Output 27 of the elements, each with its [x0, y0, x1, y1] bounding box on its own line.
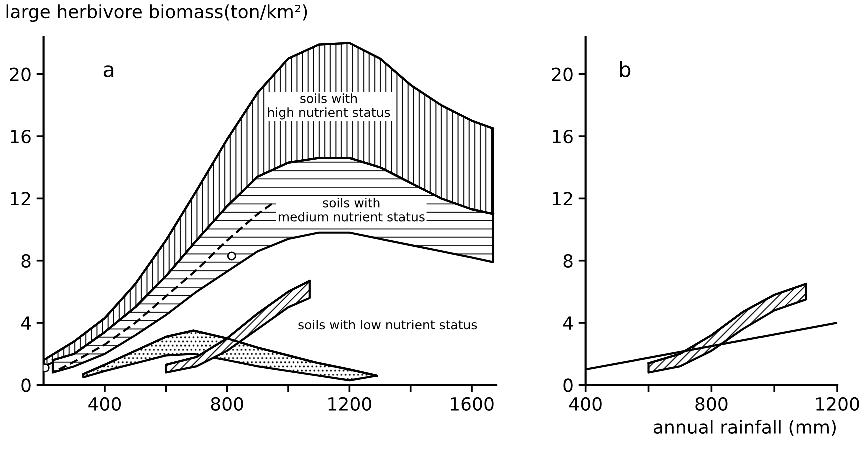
y-tick-label: 0: [22, 378, 31, 392]
y-tick-label: 20: [10, 68, 31, 82]
annotation: soils with low nutrient status: [298, 320, 478, 330]
annotation: soils with medium nutrient status: [278, 198, 425, 222]
annotation: soils with high nutrient status: [268, 94, 390, 120]
y-tick-label: 8: [22, 254, 31, 268]
x-tick-label: 1200: [328, 397, 372, 411]
x-axis-title: annual rainfall (mm): [654, 420, 836, 436]
x-tick-label: 400: [569, 397, 602, 411]
y-tick-label: 16: [553, 130, 573, 144]
x-tick-label: 800: [211, 397, 244, 411]
y-tick-label: 20: [552, 68, 573, 82]
x-tick-label: 1200: [816, 397, 859, 411]
y-tick-label: 4: [21, 316, 31, 330]
line-series: [58, 202, 274, 371]
y-tick-label: 12: [553, 192, 572, 206]
y-tick-label: 16: [11, 130, 31, 144]
y-tick-label: 8: [564, 254, 573, 268]
annotation: a: [104, 66, 114, 78]
x-tick-label: 800: [696, 397, 728, 411]
x-tick-label: 1600: [451, 397, 494, 411]
y-tick-label: 12: [11, 192, 30, 206]
x-tick-label: 400: [88, 397, 122, 411]
y-axis-title: large herbivore biomass(ton/km²): [6, 4, 308, 22]
y-tick-label: 4: [563, 316, 574, 330]
y-tick-label: 0: [564, 378, 573, 392]
annotation: b: [620, 61, 631, 78]
